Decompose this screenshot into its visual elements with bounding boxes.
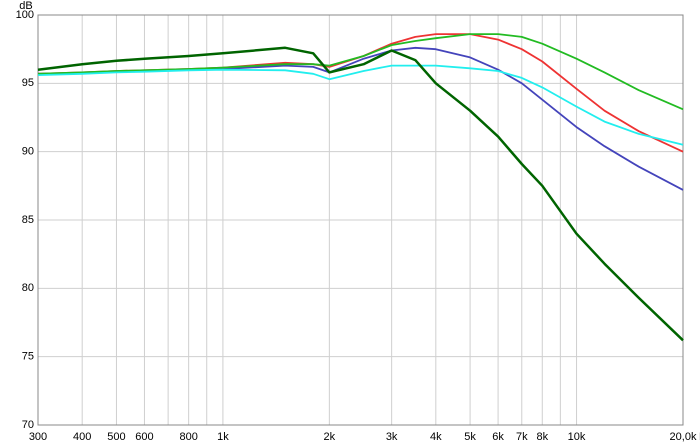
y-axis-label: dB (19, 0, 32, 12)
x-tick-label: 20,0k (670, 431, 697, 443)
y-tick-label: 90 (22, 146, 34, 158)
x-tick-label: 6k (492, 431, 504, 443)
y-tick-label: 100 (16, 9, 34, 21)
x-tick-label: 400 (73, 431, 91, 443)
x-tick-label: 500 (107, 431, 125, 443)
x-tick-label: 4k (430, 431, 442, 443)
series-line (37, 33, 684, 111)
x-tick-label: 3k (386, 431, 398, 443)
x-tick-label: 2k (324, 431, 336, 443)
x-tick-label: 800 (179, 431, 197, 443)
y-tick-label: 95 (22, 77, 34, 89)
y-tick-label: 75 (22, 351, 34, 363)
x-tick-label: 10k (568, 431, 586, 443)
y-tick-label: 80 (22, 282, 34, 294)
y-tick-label: 70 (22, 419, 34, 431)
x-tick-label: 600 (135, 431, 153, 443)
x-tick-label: 7k (516, 431, 528, 443)
x-tick-label: 5k (464, 431, 476, 443)
x-tick-label: 300 (29, 431, 47, 443)
y-tick-label: 85 (22, 214, 34, 226)
series-line (37, 64, 684, 146)
series-line (37, 46, 684, 342)
plot-frame (37, 14, 684, 426)
x-tick-label: 1k (217, 431, 229, 443)
x-tick-label: 8k (536, 431, 548, 443)
